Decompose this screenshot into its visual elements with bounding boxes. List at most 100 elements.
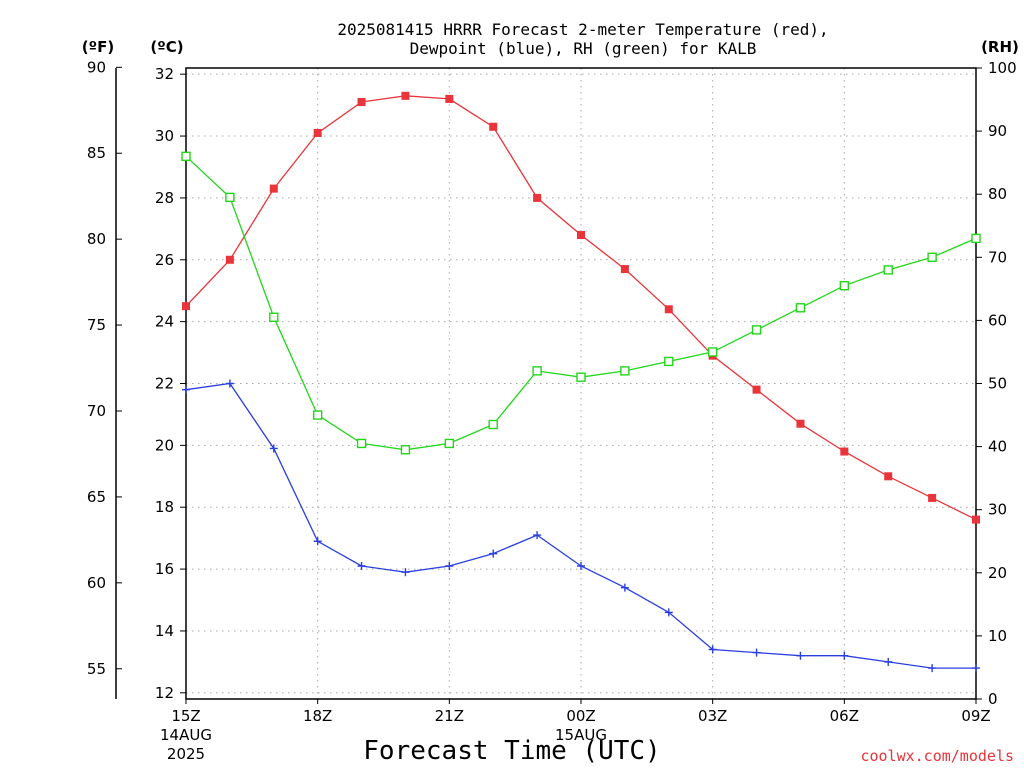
dewpoint-point xyxy=(445,561,454,570)
dewpoint-point xyxy=(972,664,980,673)
fahrenheit-tick-label: 60 xyxy=(87,574,106,592)
dewpoint-line xyxy=(185,382,976,669)
rh-tick-label: 100 xyxy=(988,59,1017,77)
rh-tick-label: 60 xyxy=(988,311,1007,329)
rh-tick-label: 50 xyxy=(988,375,1007,393)
rh-tick-label: 20 xyxy=(988,564,1007,582)
dewpoint-point xyxy=(533,531,542,540)
celsius-tick-label: 16 xyxy=(155,560,174,578)
temperature-point xyxy=(577,231,585,240)
fahrenheit-tick-label: 75 xyxy=(87,316,106,334)
temperature-point xyxy=(840,447,849,456)
rh-point xyxy=(269,312,279,322)
data-series xyxy=(181,91,981,673)
celsius-tick-label: 32 xyxy=(155,65,174,83)
fahrenheit-tick-label: 70 xyxy=(87,402,106,420)
x-tick-year-label: 2025 xyxy=(167,745,205,763)
dewpoint-point xyxy=(796,651,805,660)
rh-tick-label: 90 xyxy=(988,122,1007,140)
rh-point xyxy=(664,356,674,367)
rh-point xyxy=(927,252,937,263)
fahrenheit-tick-label: 90 xyxy=(87,58,106,76)
temperature-point xyxy=(313,128,322,137)
x-tick-label: 15Z xyxy=(171,707,200,725)
rh-point xyxy=(795,303,806,313)
rh-point xyxy=(532,366,542,376)
dewpoint-point xyxy=(664,608,673,617)
rh-point xyxy=(356,438,367,449)
temperature-point xyxy=(401,91,410,100)
rh-point xyxy=(839,280,850,291)
celsius-tick-label: 22 xyxy=(155,375,174,393)
temperature-point xyxy=(357,98,366,107)
dewpoint-point xyxy=(752,648,761,657)
fahrenheit-tick-label: 85 xyxy=(87,144,106,162)
temperature-point xyxy=(533,193,542,202)
chart-title-line1: 2025081415 HRRR Forecast 2-meter Tempera… xyxy=(337,20,828,39)
chart-title-line2: Dewpoint (blue), RH (green) for KALB xyxy=(410,39,757,58)
celsius-tick-label: 24 xyxy=(155,313,174,331)
rh-point xyxy=(620,366,630,376)
rh-tick-label: 40 xyxy=(988,438,1007,456)
temperature-point xyxy=(752,385,761,394)
celsius-tick-label: 12 xyxy=(155,684,174,702)
dewpoint-point xyxy=(708,645,717,654)
celsius-tick-label: 30 xyxy=(155,127,174,145)
temperature-point xyxy=(489,122,498,131)
rh-tick-label: 30 xyxy=(988,501,1007,519)
temperature-point xyxy=(225,255,234,264)
x-axis-title: Forecast Time (UTC) xyxy=(363,736,660,766)
x-tick-label: 21Z xyxy=(435,707,464,725)
axes: 12 14 16 18 20 22 24 26 28 30 32 55 60 65 70 75 80 85 90 0 1… xyxy=(87,58,1017,763)
x-tick-label: 09Z xyxy=(961,707,990,725)
x-tick-label: 06Z xyxy=(830,707,859,725)
rh-tick-label: 10 xyxy=(988,627,1007,645)
dewpoint-point xyxy=(620,583,629,592)
rh-point xyxy=(181,151,191,162)
temperature-point xyxy=(620,265,629,274)
dewpoint-point xyxy=(269,444,278,453)
temperature-point xyxy=(182,302,190,311)
temperature-point xyxy=(796,419,805,428)
credit-text: coolwx.com/models xyxy=(860,747,1014,765)
rh-point xyxy=(225,192,235,203)
temperature-point xyxy=(269,184,278,193)
celsius-unit-label: (ºC) xyxy=(150,38,183,56)
rh-point xyxy=(312,410,323,420)
x-tick-date-label: 15AUG xyxy=(555,726,607,744)
rh-point xyxy=(883,265,893,275)
x-tick-label: 00Z xyxy=(566,707,595,725)
fahrenheit-tick-label: 55 xyxy=(87,660,106,678)
rh-point xyxy=(751,325,762,335)
rh-unit-label: (RH) xyxy=(981,38,1019,56)
rh-point xyxy=(400,445,411,455)
fahrenheit-tick-label: 80 xyxy=(87,230,106,248)
temperature-point xyxy=(928,493,937,502)
dewpoint-point xyxy=(182,385,190,394)
rh-tick-label: 70 xyxy=(988,248,1007,266)
temperature-point xyxy=(972,515,980,524)
dewpoint-point xyxy=(357,561,366,570)
rh-point xyxy=(971,233,981,244)
dewpoint-point xyxy=(928,664,937,673)
dewpoint-point xyxy=(489,549,498,558)
rh-tick-label: 80 xyxy=(988,185,1007,203)
dewpoint-point xyxy=(225,379,234,388)
rh-point xyxy=(576,372,586,382)
celsius-tick-label: 28 xyxy=(155,189,174,207)
dewpoint-point xyxy=(840,651,849,660)
dewpoint-point xyxy=(884,657,893,666)
rh-tick-label: 0 xyxy=(988,690,998,708)
temperature-point xyxy=(445,94,454,103)
fahrenheit-tick-label: 65 xyxy=(87,488,106,506)
grid-lines xyxy=(186,68,976,699)
plot-frame xyxy=(185,67,977,700)
celsius-tick-label: 26 xyxy=(155,251,174,269)
rh-point xyxy=(488,419,498,430)
dewpoint-point xyxy=(313,537,322,546)
fahrenheit-unit-label: (ºF) xyxy=(82,38,114,56)
dewpoint-point xyxy=(577,561,585,570)
rh-point xyxy=(707,347,718,357)
